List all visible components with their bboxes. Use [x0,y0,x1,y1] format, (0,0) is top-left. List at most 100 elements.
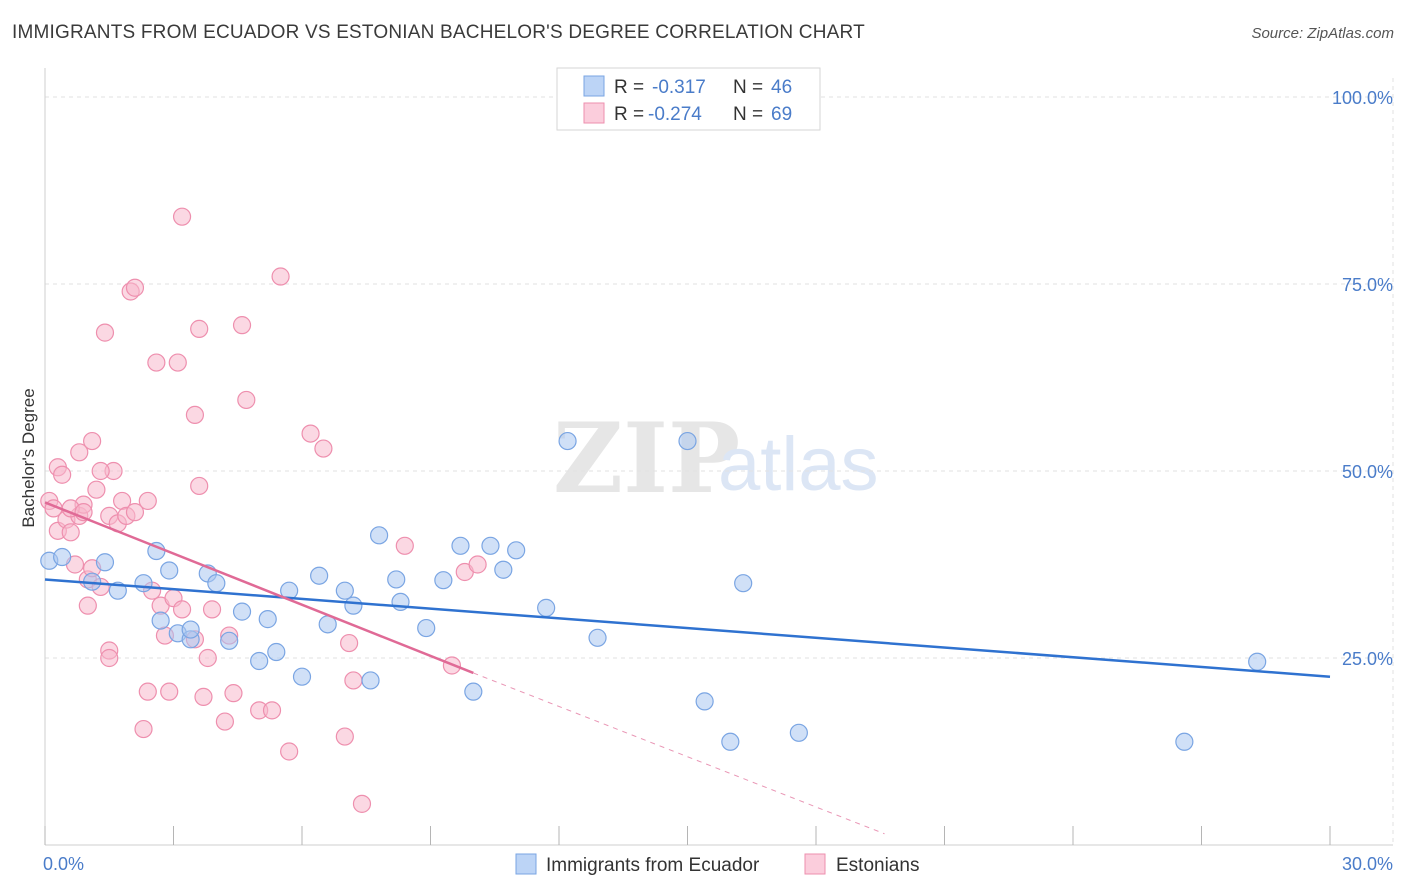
estonians-point-28 [134,719,153,739]
watermark-zip: ZIP [553,402,740,515]
ecuador-points [40,431,1267,751]
ecuador-point-21 [310,566,329,585]
ecuador-point-5 [134,574,153,593]
estonians-point-26 [125,278,145,297]
estonians-point-37 [168,353,187,372]
ecuador-point-15 [232,602,252,621]
estonians-point-6 [61,523,80,542]
estonians-point-45 [198,648,217,668]
series-legend-swatch-estonians [804,853,826,875]
estonians-trend-line [44,501,474,675]
estonians-point-14 [83,431,102,451]
estonians-point-56 [301,424,320,443]
estonians-point-55 [280,742,299,761]
ecuador-point-1 [53,547,72,567]
estonians-point-47 [215,712,234,731]
ecuador-point-42 [734,574,753,593]
series-legend-swatch-ecuador [515,853,537,875]
estonians-point-59 [340,633,359,653]
legend-n-label-ecuador: N = [733,77,763,98]
ecuador-point-29 [417,618,436,638]
estonians-point-43 [190,476,209,496]
legend-swatch-ecuador [583,75,605,97]
estonians-point-39 [172,207,192,226]
legend-n-label-estonians: N = [733,104,763,125]
ecuador-trend-line [44,578,1331,678]
y-tick-label-50: 50.0% [1342,462,1393,482]
estonians-point-8 [70,443,89,462]
y-tick-label-75: 75.0% [1342,275,1393,295]
estonians-point-50 [232,316,252,335]
ecuador-point-37 [558,431,577,451]
ecuador-point-3 [95,553,115,572]
ecuador-point-39 [678,431,697,451]
ecuador-point-45 [1248,652,1267,671]
legend-r-value-ecuador: -0.317 [652,77,706,98]
estonians-point-4 [53,465,72,484]
ecuador-point-24 [344,596,363,615]
ecuador-point-14 [220,631,239,650]
estonians-point-30 [138,491,157,511]
ecuador-point-17 [258,610,277,629]
y-axis-label: Bachelor's Degree [19,388,38,527]
estonians-point-29 [138,682,157,701]
estonians-point-62 [395,536,414,555]
x-tick-labels: 0.0% 30.0% [43,854,1393,874]
ecuador-point-7 [160,561,179,580]
ecuador-point-32 [464,682,483,701]
ecuador-point-18 [267,642,286,662]
estonians-point-17 [95,323,115,342]
ecuador-point-43 [789,723,808,742]
ecuador-point-36 [537,598,556,617]
ecuador-point-38 [588,628,607,647]
ecuador-point-34 [494,560,513,579]
ecuador-point-40 [695,692,714,711]
ecuador-point-23 [335,581,354,600]
series-legend-label-ecuador: Immigrants from Ecuador [546,855,760,876]
chart-source: Source: ZipAtlas.com [1251,25,1394,42]
legend-r-label-estonians: R = [614,104,644,125]
estonians-point-68 [91,461,110,481]
estonians-point-49 [224,684,243,703]
watermark-atlas: atlas [718,422,879,507]
estonians-point-32 [147,353,166,372]
legend-n-value-estonians: 69 [771,104,792,125]
ecuador-point-11 [181,620,200,639]
ecuador-point-41 [721,732,740,751]
watermark: ZIP atlas [553,402,879,515]
estonians-point-41 [185,405,205,424]
ecuador-point-33 [481,536,500,555]
ecuador-point-13 [207,574,226,593]
estonians-point-19 [100,648,119,668]
estonians-point-53 [262,701,282,720]
ecuador-point-31 [451,536,470,555]
series-legend-label-estonians: Estonians [836,855,919,876]
series-legend: Immigrants from Ecuador Estonians [515,853,919,876]
estonians-point-65 [468,555,487,574]
estonians-point-58 [335,727,354,746]
ecuador-point-30 [434,571,453,590]
estonians-point-46 [202,600,222,619]
ecuador-point-20 [292,667,312,686]
ecuador-point-16 [250,651,269,671]
estonians-point-60 [344,671,363,690]
estonians-point-12 [78,596,97,615]
x-tick-label-min: 0.0% [43,854,84,874]
estonians-point-57 [314,439,333,458]
ecuador-point-44 [1175,732,1194,751]
ecuador-point-35 [507,541,526,560]
ecuador-point-26 [370,526,389,545]
estonians-point-35 [160,682,179,701]
y-tick-labels: 25.0% 50.0% 75.0% 100.0% [1332,88,1393,669]
estonians-point-44 [194,687,213,706]
chart-title: IMMIGRANTS FROM ECUADOR VS ESTONIAN BACH… [12,22,865,43]
estonians-point-51 [237,390,256,410]
estonians-point-61 [352,794,372,813]
axes [44,68,1393,846]
estonians-point-38 [172,600,192,619]
legend-swatch-estonians [583,102,605,124]
y-tick-label-100: 100.0% [1332,88,1393,108]
trend-lines [44,501,1331,835]
ecuador-point-25 [361,671,380,690]
